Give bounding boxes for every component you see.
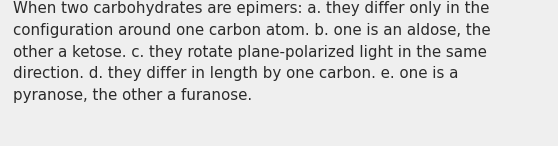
Text: other a ketose. c. they rotate plane-polarized light in the same: other a ketose. c. they rotate plane-pol… [13, 45, 487, 60]
Text: When two carbohydrates are epimers: a. they differ only in the: When two carbohydrates are epimers: a. t… [13, 1, 489, 16]
Text: configuration around one carbon atom. b. one is an aldose, the: configuration around one carbon atom. b.… [13, 23, 490, 38]
Text: pyranose, the other a furanose.: pyranose, the other a furanose. [13, 88, 252, 103]
Text: direction. d. they differ in length by one carbon. e. one is a: direction. d. they differ in length by o… [13, 66, 458, 81]
